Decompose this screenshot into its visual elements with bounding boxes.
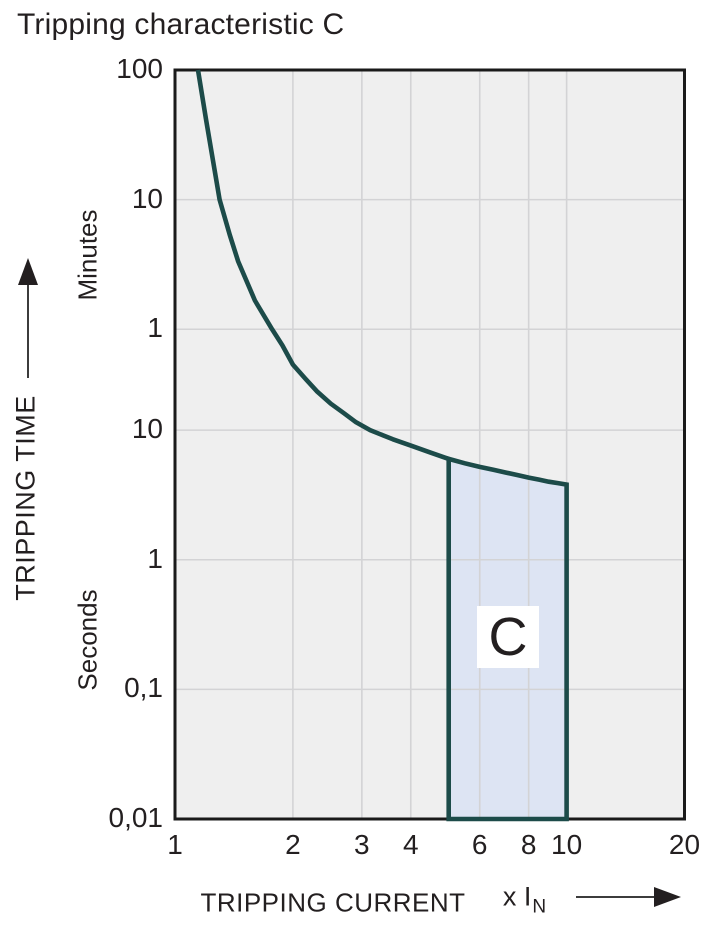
x-axis-unit-prefix: x I [502,881,532,912]
y-axis-unit-minutes: Minutes [72,209,103,301]
y-axis-title: TRIPPING TIME [10,395,41,601]
y-tick-label: 10 [131,182,163,214]
plot-area [175,70,685,819]
y-tick-label: 0,1 [124,672,163,704]
x-tick-label: 3 [354,829,370,860]
x-axis-unit-subscript: N [532,896,547,918]
x-tick-label: 10 [551,829,583,860]
page-title: Tripping characteristic C [17,8,345,41]
x-axis-title: TRIPPING CURRENT [200,887,466,918]
x-tick-label: 20 [668,829,701,860]
y-tick-label: 10 [131,413,163,445]
region-c-outline [446,455,569,822]
y-tick-label: 0,01 [108,802,164,834]
y-tick-label: 1 [147,542,163,574]
y-tick-label: 1 [147,312,163,344]
x-tick-label: 1 [167,829,183,860]
right-arrow-icon [576,887,681,907]
x-tick-label: 4 [402,829,419,860]
x-tick-label: 2 [285,829,301,860]
x-axis-unit: x IN [502,881,546,918]
y-tick-label: 100 [116,53,163,85]
plot-border [173,68,686,821]
up-arrow-icon [18,258,38,378]
x-tick-label: 8 [520,829,537,860]
region-c-label: C [477,606,539,668]
tripping-curve [195,69,450,462]
x-tick-label: 6 [471,829,488,860]
